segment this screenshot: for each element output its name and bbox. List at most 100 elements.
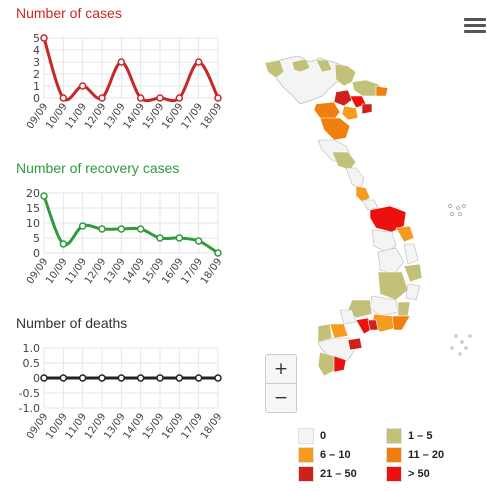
map-islands-spratly (450, 334, 472, 356)
deaths-chart-data-point[interactable] (214, 374, 222, 382)
legend-item-1-5: 1 – 5 (386, 428, 432, 444)
recovery-chart-data-point[interactable] (40, 192, 48, 200)
map-region-red-river-2[interactable] (349, 95, 367, 109)
recovery-chart-title: Number of recovery cases (16, 160, 180, 176)
map-region-ninh-thuan[interactable] (397, 301, 411, 317)
legend-swatch-6-10 (298, 447, 314, 463)
cases-chart-data-point[interactable] (136, 94, 145, 102)
map-region-ca-mau[interactable] (333, 355, 347, 373)
recovery-chart-data-point[interactable] (194, 237, 203, 245)
deaths-chart-data-point[interactable] (98, 374, 106, 382)
recovery-chart: Number of recovery cases 0 5 10 15 20 09/09 10… (0, 155, 240, 305)
deaths-chart-data-point[interactable] (117, 374, 126, 382)
cases-chart-data-point[interactable] (59, 94, 68, 102)
map-region-binh-phuoc[interactable] (347, 299, 373, 319)
map-region-thanh-hoa[interactable] (319, 117, 351, 141)
deaths-chart-data-point[interactable] (175, 374, 184, 382)
map-region-dong-nai[interactable] (371, 313, 397, 333)
map-region-red-river-3[interactable] (341, 105, 359, 121)
deaths-chart-xtick-label: 18/09 (199, 411, 225, 441)
recovery-chart-ytick-label: 0 (33, 247, 40, 260)
cases-chart-ytick-label: 2 (33, 68, 40, 81)
legend-swatch-0 (298, 428, 314, 444)
deaths-chart-ytick-label: 0 (33, 372, 40, 385)
map-region-tien-giang[interactable] (347, 337, 363, 351)
map-region-hai-phong[interactable] (375, 85, 389, 97)
map-region-red-river-4[interactable] (361, 103, 373, 115)
map-region-northeast[interactable] (334, 63, 357, 87)
map-region-hoa-binh[interactable] (313, 101, 341, 121)
legend-label-11-20: 11 – 20 (408, 449, 445, 461)
map-region-quang-ninh[interactable] (351, 79, 385, 97)
map-region-gia-lai[interactable] (377, 247, 405, 275)
cases-chart-data-point[interactable] (117, 58, 126, 66)
map-region-quang-binh[interactable] (345, 167, 365, 191)
map-region-hue[interactable] (361, 199, 379, 211)
map-region-dak-lak[interactable] (377, 271, 409, 301)
map-region-binh-dinh[interactable] (403, 243, 419, 265)
cases-chart-data-point[interactable] (156, 94, 164, 102)
map-region-quang-tri[interactable] (355, 185, 371, 203)
hamburger-menu-icon[interactable] (464, 16, 486, 36)
deaths-chart-data-point[interactable] (40, 374, 48, 382)
map-region-hcmc[interactable] (355, 317, 375, 335)
map-region-ha-giang[interactable] (315, 59, 333, 73)
map-region-kon-tum[interactable] (371, 229, 397, 253)
map-region-long-an[interactable] (329, 323, 349, 339)
legend-item-6-10: 6 – 10 (298, 447, 351, 463)
map-region-lam-dong[interactable] (369, 295, 399, 317)
cases-chart-plot: 01234509/0910/0911/0912/0913/0914/0915/0… (25, 32, 225, 131)
cases-chart-xtick-label: 18/09 (199, 101, 225, 131)
map-zoom-control: + − (265, 354, 297, 413)
map-region-ha-tinh[interactable] (331, 151, 357, 171)
deaths-chart-data-point[interactable] (156, 374, 164, 382)
map-region-lai-chau[interactable] (264, 59, 285, 79)
deaths-chart-data-point[interactable] (78, 374, 87, 382)
map-region-da-nang-quang-nam[interactable] (369, 205, 407, 233)
zoom-in-button[interactable]: + (273, 359, 289, 379)
recovery-chart-data-point[interactable] (214, 249, 222, 257)
legend-item-21-50: 21 – 50 (298, 466, 357, 482)
deaths-chart-ytick-label: -0.5 (19, 387, 40, 400)
cases-chart-data-point[interactable] (194, 58, 203, 66)
recovery-chart-data-point[interactable] (175, 234, 184, 242)
legend-swatch-11-20 (386, 447, 402, 463)
cases-chart-data-point[interactable] (98, 94, 106, 102)
recovery-chart-data-point[interactable] (59, 240, 68, 248)
recovery-chart-data-point[interactable] (98, 225, 106, 233)
deaths-chart-data-point[interactable] (194, 374, 203, 382)
cases-chart-ytick-label: 5 (33, 32, 40, 45)
map-region-nghe-an[interactable] (317, 139, 353, 167)
cases-chart-data-point[interactable] (78, 82, 87, 90)
recovery-chart-data-point[interactable] (78, 222, 87, 230)
cases-chart-data-point[interactable] (40, 34, 48, 42)
zoom-out-button[interactable]: − (266, 383, 296, 412)
map-region-kien-giang[interactable] (317, 351, 337, 377)
map-region-red-river-1[interactable] (333, 89, 353, 107)
recovery-chart-ytick-label: 15 (26, 202, 40, 215)
recovery-chart-data-point[interactable] (156, 234, 164, 242)
recovery-chart-grid (43, 192, 219, 254)
recovery-chart-data-point[interactable] (117, 225, 126, 233)
map-region-quang-ngai[interactable] (395, 225, 415, 243)
cases-chart-data-point[interactable] (175, 94, 184, 102)
deaths-chart-data-point[interactable] (136, 374, 145, 382)
cases-chart-ytick-label: 4 (33, 44, 40, 57)
deaths-chart-ytick-label: 1.0 (23, 342, 41, 355)
map-region-tay-ninh[interactable] (339, 309, 357, 325)
map-region-binh-duong[interactable] (367, 319, 379, 331)
deaths-chart-data-point[interactable] (59, 374, 68, 382)
cases-chart-ytick-label: 1 (33, 80, 40, 93)
map-region-khanh-hoa[interactable] (405, 283, 421, 301)
map-region-north-west[interactable] (264, 55, 346, 105)
recovery-chart-data-point[interactable] (136, 225, 145, 233)
map-region-lao-cai[interactable] (291, 58, 311, 73)
map-region-binh-thuan[interactable] (391, 315, 411, 331)
recovery-chart-ytick-label: 20 (26, 187, 40, 200)
deaths-chart-ytick-label: 0.5 (23, 357, 41, 370)
map-region-an-giang[interactable] (317, 323, 333, 343)
legend-item-0: 0 (298, 428, 326, 444)
cases-chart-data-point[interactable] (214, 94, 222, 102)
map-region-mekong-delta[interactable] (317, 337, 357, 365)
map-region-phu-yen[interactable] (403, 263, 423, 283)
